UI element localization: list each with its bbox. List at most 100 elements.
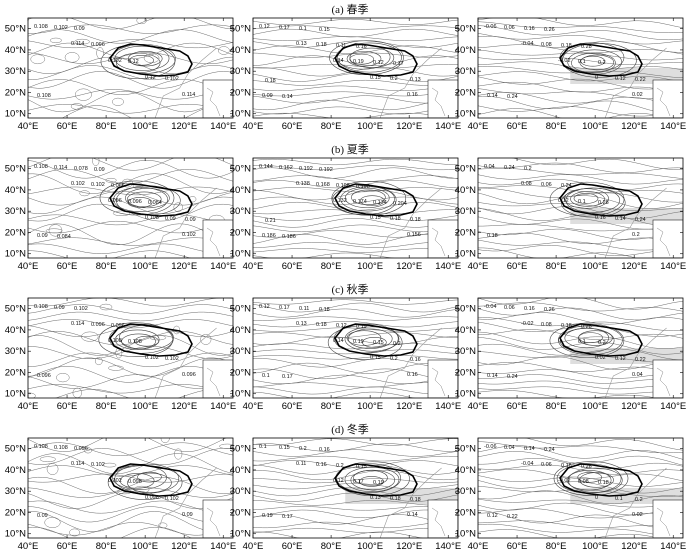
- contour-label: 0.096: [37, 373, 51, 379]
- lon-tick-label: 140°E: [435, 401, 461, 412]
- lon-tick-label: 80°E: [321, 401, 342, 412]
- contour-label: 0.102: [54, 25, 68, 31]
- contour-label: 0.12: [615, 356, 626, 362]
- lon-tick-label: 120°E: [621, 541, 647, 552]
- contour-label: 0.16: [595, 215, 606, 221]
- lon-tick-label: 120°E: [621, 121, 647, 132]
- contour-label: 0.096: [145, 495, 159, 501]
- contour-label: 0.21: [265, 218, 276, 224]
- contour-label: 0.174: [353, 199, 367, 205]
- contour-label: 0.114: [71, 461, 84, 467]
- lat-tick-label: 30°N: [230, 346, 251, 357]
- lon-tick-label: 140°E: [660, 121, 686, 132]
- plateau-outline: [334, 463, 418, 497]
- contour-label: 0.14: [487, 373, 498, 379]
- lon-tick-label: 80°E: [96, 121, 117, 132]
- contour-label: 0.06: [504, 305, 515, 311]
- contour-label: 0.108: [37, 93, 51, 99]
- contour-label: 0.186: [262, 233, 276, 239]
- contour-label: 0.18: [390, 496, 401, 502]
- lat-tick-label: 50°N: [5, 24, 26, 35]
- lon-tick-label: 60°E: [507, 121, 528, 132]
- map-panel-autumn-3: -0.04 -0.02 0 0.02 0.04 0.06 0.08 0.1 0.12 0.14 0.…: [455, 297, 686, 412]
- contour-label: 0.066: [111, 183, 125, 189]
- contour-label: 0.192: [319, 167, 333, 173]
- lat-tick-label: 10°N: [230, 109, 251, 120]
- plateau-outline: [334, 43, 418, 77]
- inset-box: [427, 79, 458, 118]
- lat-tick-label: 10°N: [230, 389, 251, 400]
- contour-label: 0.186: [282, 234, 296, 240]
- contour-label: 0.096: [91, 42, 105, 48]
- lon-tick-label: 60°E: [57, 121, 78, 132]
- contour-label: 0.204: [393, 201, 407, 207]
- contour-label: 0.11: [336, 43, 346, 49]
- contour-label: 0.24: [507, 94, 518, 100]
- lat-tick-label: 30°N: [455, 66, 476, 77]
- contour-label: 0.168: [316, 182, 330, 188]
- inset-box: [202, 359, 233, 398]
- contour-label: 0.12: [558, 198, 569, 204]
- inset-box: [427, 219, 458, 258]
- lat-tick-label: 20°N: [455, 367, 476, 378]
- plateau-outline: [559, 43, 643, 77]
- contour-label: 0.08: [541, 42, 552, 48]
- contour-label: 0.14: [333, 338, 344, 344]
- contour-label: 0.22: [507, 514, 518, 520]
- contour-label: 0.09: [182, 512, 193, 518]
- lat-tick-label: 20°N: [5, 87, 26, 98]
- contour-label: 0.08: [521, 181, 532, 187]
- lat-tick-label: 20°N: [5, 367, 26, 378]
- contour-label: 0.2: [393, 341, 401, 347]
- lon-tick-label: 60°E: [282, 261, 303, 272]
- contour-label: 0.19: [356, 324, 367, 330]
- contour-label: 0: [595, 495, 598, 501]
- lon-tick-label: 140°E: [435, 541, 461, 552]
- contour-label: 0.096: [74, 446, 88, 452]
- map-panel-winter-3: -0.06 -0.04 -0.02 0 0.02 0.04 0.06 0.08 0.1 0.12 0…: [455, 437, 686, 552]
- contour-label: 0: [558, 338, 561, 344]
- lon-tick-label: 60°E: [57, 541, 78, 552]
- contour-label: 0.11: [299, 306, 309, 312]
- inset-box: [202, 499, 233, 538]
- contour-label: 0.19: [262, 513, 273, 519]
- lon-tick-label: 100°E: [582, 401, 608, 412]
- lon-tick-label: 120°E: [171, 261, 197, 272]
- lat-tick-label: 40°N: [5, 45, 26, 56]
- row-title-autumn: (c) 秋季: [331, 284, 369, 296]
- contour-label: 0.1: [578, 59, 586, 65]
- lon-tick-label: 140°E: [210, 261, 236, 272]
- lat-tick-label: 50°N: [230, 444, 251, 455]
- lat-tick-label: 30°N: [5, 206, 26, 217]
- contour-label: 0.13: [296, 41, 307, 47]
- plateau-outline: [109, 43, 193, 77]
- lat-tick-label: 50°N: [5, 164, 26, 175]
- lon-tick-label: 120°E: [396, 401, 422, 412]
- contour-label: 0.1: [259, 444, 267, 450]
- contour-label: 0.16: [524, 26, 535, 32]
- contour-label: 0.18: [265, 78, 276, 84]
- contour-label: 0.26: [544, 307, 555, 313]
- contour-label: 0.102: [108, 58, 122, 64]
- lat-tick-label: 40°N: [5, 325, 26, 336]
- contour-label: 0.14: [487, 93, 498, 99]
- lat-tick-label: 50°N: [5, 444, 26, 455]
- plateau-outline: [559, 323, 643, 357]
- contour-label: -0.06: [484, 444, 497, 450]
- contour-label: 0.06: [541, 462, 552, 468]
- lon-tick-label: 60°E: [282, 541, 303, 552]
- lat-tick-label: 20°N: [455, 507, 476, 518]
- contour-label: 0.28: [598, 200, 609, 206]
- contour-label: 0.19: [353, 59, 364, 65]
- lon-tick-label: 140°E: [210, 401, 236, 412]
- contour-label: 0.16: [356, 44, 367, 50]
- contour-label: 0.18: [410, 497, 421, 503]
- map-panel-summer-3: 0.04 0.08 0.12 0.16 0.2 0.24 0.06 0.1 0.14 0.18 0.…: [455, 157, 686, 272]
- map-panel-autumn-1: 0.108 0.114 0.108 0.102 0.096 0.09 0.096 0.108 0…: [5, 297, 236, 412]
- lat-tick-label: 40°N: [455, 185, 476, 196]
- lon-tick-label: 100°E: [357, 261, 383, 272]
- contour-label: 0.15: [356, 464, 367, 470]
- inset-box: [427, 499, 458, 538]
- lat-tick-label: 10°N: [455, 109, 476, 120]
- plateau-outline: [559, 463, 643, 497]
